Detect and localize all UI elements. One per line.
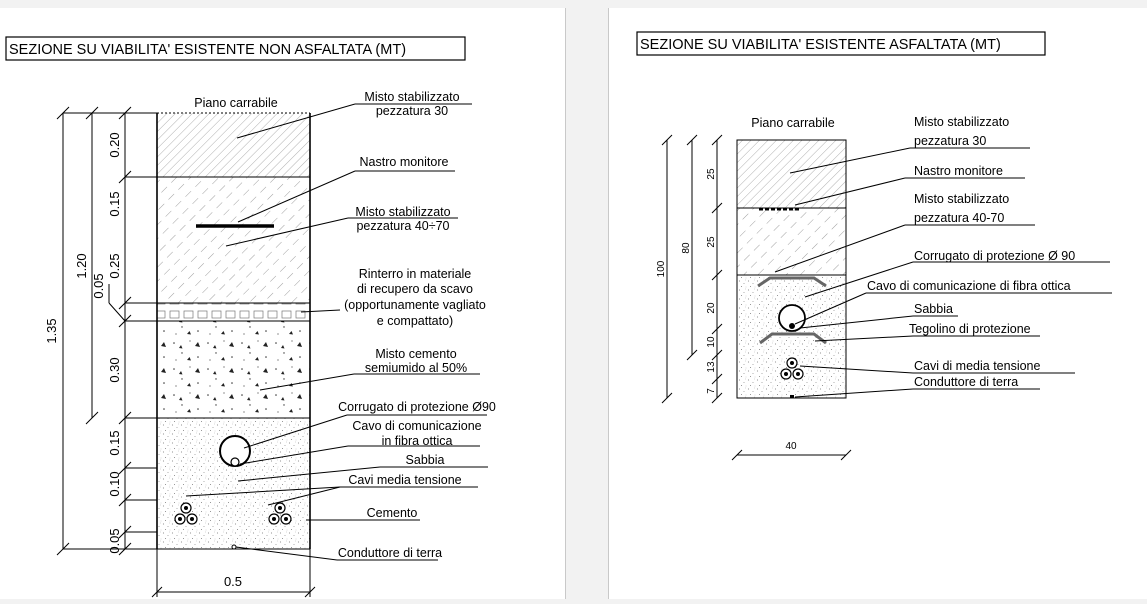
left-label-sabbia: Sabbia — [406, 453, 445, 467]
right-dim-7: 7 — [706, 388, 717, 394]
left-label-misto-4070-2: pezzatura 40÷70 — [356, 219, 449, 233]
left-dim-005b: 0.05 — [107, 528, 122, 553]
right-earth-conductor — [790, 395, 794, 398]
right-surface-label: Piano carrabile — [751, 116, 834, 130]
left-layer-misto-cemento — [157, 321, 310, 418]
left-label-misto-4070-1: Misto stabilizzato — [355, 205, 450, 219]
right-layer-sabbia — [737, 275, 846, 398]
right-label-conduttore: Conduttore di terra — [914, 375, 1018, 389]
left-label-cavo-1: Cavo di comunicazione — [352, 419, 481, 433]
right-dim-13: 13 — [706, 361, 717, 373]
right-label-misto-4070-1: Misto stabilizzato — [914, 192, 1009, 206]
left-mt-cables-2 — [268, 502, 292, 525]
right-label-tegolino: Tegolino di protezione — [909, 322, 1031, 336]
left-label-misto-30-2: pezzatura 30 — [376, 104, 448, 118]
left-label-cavi-mt: Cavi media tensione — [348, 473, 461, 487]
left-label-cemento-1: Misto cemento — [375, 347, 456, 361]
right-corrugato-pipe — [778, 304, 806, 332]
right-dim-25a: 25 — [706, 168, 717, 180]
right-label-misto-4070-2: pezzatura 40-70 — [914, 211, 1004, 225]
right-title-box — [636, 31, 1046, 56]
right-sheet — [608, 8, 1147, 599]
right-dim-sub: 80 — [681, 242, 692, 254]
right-label-misto-30-1: Misto stabilizzato — [914, 115, 1009, 129]
left-dim-width: 0.5 — [224, 574, 242, 589]
left-mt-cables-1 — [174, 502, 198, 525]
left-dim-010: 0.10 — [107, 471, 122, 496]
left-label-cemento-2: semiumido al 50% — [365, 361, 467, 375]
left-dim-030: 0.30 — [107, 357, 122, 382]
right-fiber-cable — [789, 323, 795, 329]
right-tegolino — [759, 332, 827, 345]
left-label-cemento: Cemento — [367, 506, 418, 520]
left-layer-misto-4070 — [157, 177, 310, 303]
left-dim-005a: 0.05 — [91, 273, 106, 298]
left-label-rinterro-2: di recupero da scavo — [357, 282, 473, 296]
right-dim-width: 40 — [785, 441, 797, 452]
left-label-conduttore: Conduttore di terra — [338, 546, 442, 560]
right-dim-25b: 25 — [706, 236, 717, 248]
left-label-rinterro-1: Rinterro in materiale — [359, 267, 472, 281]
right-title: SEZIONE SU VIABILITA' ESISTENTE ASFALTAT… — [640, 37, 1001, 53]
right-label-misto-30-2: pezzatura 30 — [914, 134, 986, 148]
left-layer-misto-30 — [157, 113, 310, 177]
right-label-cavi-mt: Cavi di media tensione — [914, 359, 1041, 373]
right-dim-total: 100 — [656, 260, 667, 277]
left-fiber-cable — [230, 457, 240, 467]
left-surface-label: Piano carrabile — [194, 96, 277, 110]
right-dim-20: 20 — [706, 302, 717, 314]
left-label-rinterro-4: e compattato) — [377, 314, 453, 328]
left-earth-conductor — [231, 544, 237, 550]
left-dim-sub: 1.20 — [74, 253, 89, 278]
left-label-corrugato: Corrugato di protezione Ø90 — [338, 400, 496, 414]
left-dim-total: 1.35 — [44, 318, 59, 343]
right-label-cavo: Cavo di comunicazione di fibra ottica — [867, 279, 1071, 293]
left-dim-025: 0.25 — [107, 253, 122, 278]
left-dim-020: 0.20 — [107, 132, 122, 157]
right-layer-misto-30 — [737, 140, 846, 208]
right-section: 100 80 25 25 20 10 13 7 40 Piano carrabi… — [656, 115, 1112, 461]
right-corrugato-cover — [757, 276, 827, 288]
right-label-corrugato: Corrugato di protezione Ø 90 — [914, 249, 1075, 263]
right-label-nastro: Nastro monitore — [914, 164, 1003, 178]
left-label-misto-30-1: Misto stabilizzato — [364, 90, 459, 104]
right-mt-cables — [780, 357, 804, 380]
left-dim-015a: 0.15 — [107, 191, 122, 216]
left-dim-015b: 0.15 — [107, 430, 122, 455]
right-layer-misto-4070 — [737, 208, 846, 275]
left-layer-rinterro — [157, 303, 310, 321]
left-label-nastro: Nastro monitore — [360, 155, 449, 169]
left-label-cavo-2: in fibra ottica — [382, 434, 453, 448]
left-section: 1.35 1.20 0.20 0.15 0.25 0.05 0.30 0.15 … — [44, 90, 496, 598]
left-title-box — [5, 36, 466, 61]
right-dim-10: 10 — [706, 336, 717, 348]
right-label-sabbia: Sabbia — [914, 302, 953, 316]
left-title: SEZIONE SU VIABILITA' ESISTENTE NON ASFA… — [9, 42, 406, 58]
left-label-rinterro-3: (opportunamente vagliato — [344, 298, 486, 312]
